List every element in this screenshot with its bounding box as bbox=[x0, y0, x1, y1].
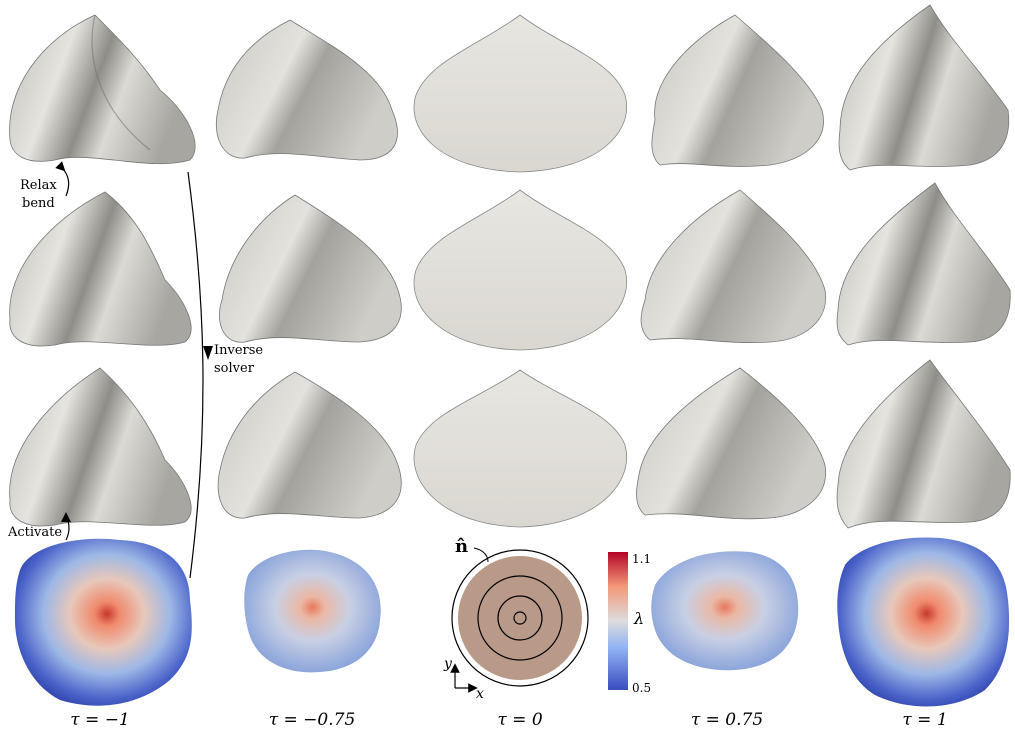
tau-label-col5: τ = 1 bbox=[902, 710, 947, 730]
normal-arrow-line bbox=[473, 547, 489, 563]
colorbar-symbol: λ bbox=[633, 609, 644, 628]
tau-label-col1: τ = −1 bbox=[70, 710, 130, 730]
tau-labels: τ = −1 τ = −0.75 τ = 0 τ = 0.75 τ = 1 bbox=[70, 710, 947, 730]
shell-row3-col3 bbox=[413, 369, 627, 528]
axis-x-label: x bbox=[476, 686, 484, 702]
heatmap-col2 bbox=[244, 549, 381, 673]
svg-text:solver: solver bbox=[214, 361, 255, 376]
tau-label-col4: τ = 0.75 bbox=[691, 710, 763, 730]
normal-label: n̂ bbox=[455, 536, 468, 557]
shell-row2-col1 bbox=[9, 191, 192, 347]
shell-row1-col2 bbox=[215, 19, 398, 161]
svg-text:bend: bend bbox=[22, 196, 55, 211]
shell-row2-col5 bbox=[836, 182, 1011, 346]
shell-row3-col5 bbox=[836, 359, 1011, 529]
shell-row2-col3 bbox=[413, 189, 627, 351]
outer-circle bbox=[451, 549, 589, 687]
axis-y-label: y bbox=[443, 656, 453, 672]
shell-row3-col4 bbox=[636, 367, 827, 520]
shell-row3-col1 bbox=[9, 367, 192, 527]
heatmap-col5 bbox=[837, 537, 1010, 707]
relax-annotation: Relax bend bbox=[20, 161, 70, 211]
shell-row2-col2 bbox=[219, 194, 402, 343]
colorbar-min-label: 0.5 bbox=[632, 681, 651, 695]
relax-arrow bbox=[55, 161, 70, 197]
heatmap-col4 bbox=[651, 551, 799, 671]
shell-row1-col1 bbox=[9, 14, 196, 165]
tau-label-col3: τ = 0 bbox=[497, 710, 542, 730]
inverse-solver-arrow bbox=[187, 171, 204, 579]
tau-label-col2: τ = −0.75 bbox=[269, 710, 356, 730]
disk-fill bbox=[458, 556, 582, 680]
colorbar-gradient bbox=[608, 552, 628, 690]
inverse-solver-arrowhead bbox=[203, 346, 213, 360]
activate-annotation: Activate bbox=[7, 512, 71, 541]
shell-row1-col5 bbox=[838, 4, 1010, 171]
colorbar: 1.1 0.5 λ bbox=[608, 552, 651, 695]
svg-text:Activate: Activate bbox=[7, 525, 62, 540]
shell-row1-col3 bbox=[413, 14, 627, 173]
shell-row1-col4 bbox=[651, 14, 824, 167]
shell-row2-col4 bbox=[640, 189, 827, 343]
heatmap-col1 bbox=[15, 538, 192, 706]
colorbar-max-label: 1.1 bbox=[632, 552, 651, 566]
design-schematic: n̂ y x bbox=[443, 536, 589, 702]
svg-text:Inverse: Inverse bbox=[214, 343, 263, 358]
svg-text:Relax: Relax bbox=[20, 178, 57, 193]
shell-row3-col2 bbox=[217, 371, 402, 519]
inverse-solver-annotation: Inverse solver bbox=[187, 171, 263, 579]
